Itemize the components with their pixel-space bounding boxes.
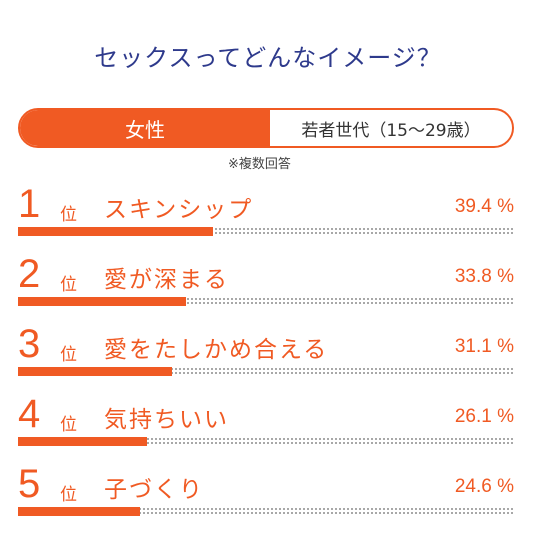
rank-suffix: 位 [60,415,77,435]
value-label: 39.4 % [454,196,514,217]
rank-suffix: 位 [60,345,77,365]
rank-suffix: 位 [60,275,77,295]
chart-title: セックスってどんなイメージ？ [94,44,442,72]
category-label: 愛が深まる [104,267,229,293]
multiple-answer-note: ※複数回答 [228,157,291,172]
rank-row: 2 位 愛が深まる 33.8 % [0,252,536,322]
value-label: 26.1 % [454,406,514,427]
rank-number: 1 [18,182,41,226]
category-label: 子づくり [104,477,204,503]
rank-row: 4 位 気持ちいい 26.1 % [0,392,536,462]
rank-number: 3 [18,322,41,366]
bar-track [18,227,514,236]
segment-badge: 女性 若者世代（15〜29歳） [18,108,514,148]
value-label: 33.8 % [454,266,514,287]
bar-track [18,297,514,306]
value-label: 24.6 % [454,476,514,497]
bar [18,227,214,236]
rank-number: 2 [18,252,41,296]
category-label: スキンシップ [104,197,254,223]
rank-row: 1 位 スキンシップ 39.4 % [0,182,536,252]
rank-suffix: 位 [60,205,77,225]
bar [18,437,148,446]
category-label: 気持ちいい [104,407,229,433]
rank-suffix: 位 [60,485,77,505]
bar [18,297,186,306]
value-label: 31.1 % [454,336,514,357]
bar [18,367,173,376]
bar-track [18,507,514,516]
bar [18,507,141,516]
rank-number: 4 [18,392,41,436]
rank-row: 3 位 愛をたしかめ合える 31.1 % [0,322,536,392]
bar-track [18,437,514,446]
category-label: 愛をたしかめ合える [104,337,329,363]
rank-row: 5 位 子づくり 24.6 % [0,462,536,532]
gender-label: 女性 [20,110,270,146]
age-group-label: 若者世代（15〜29歳） [301,120,481,141]
rank-number: 5 [18,462,41,506]
bar-track [18,367,514,376]
